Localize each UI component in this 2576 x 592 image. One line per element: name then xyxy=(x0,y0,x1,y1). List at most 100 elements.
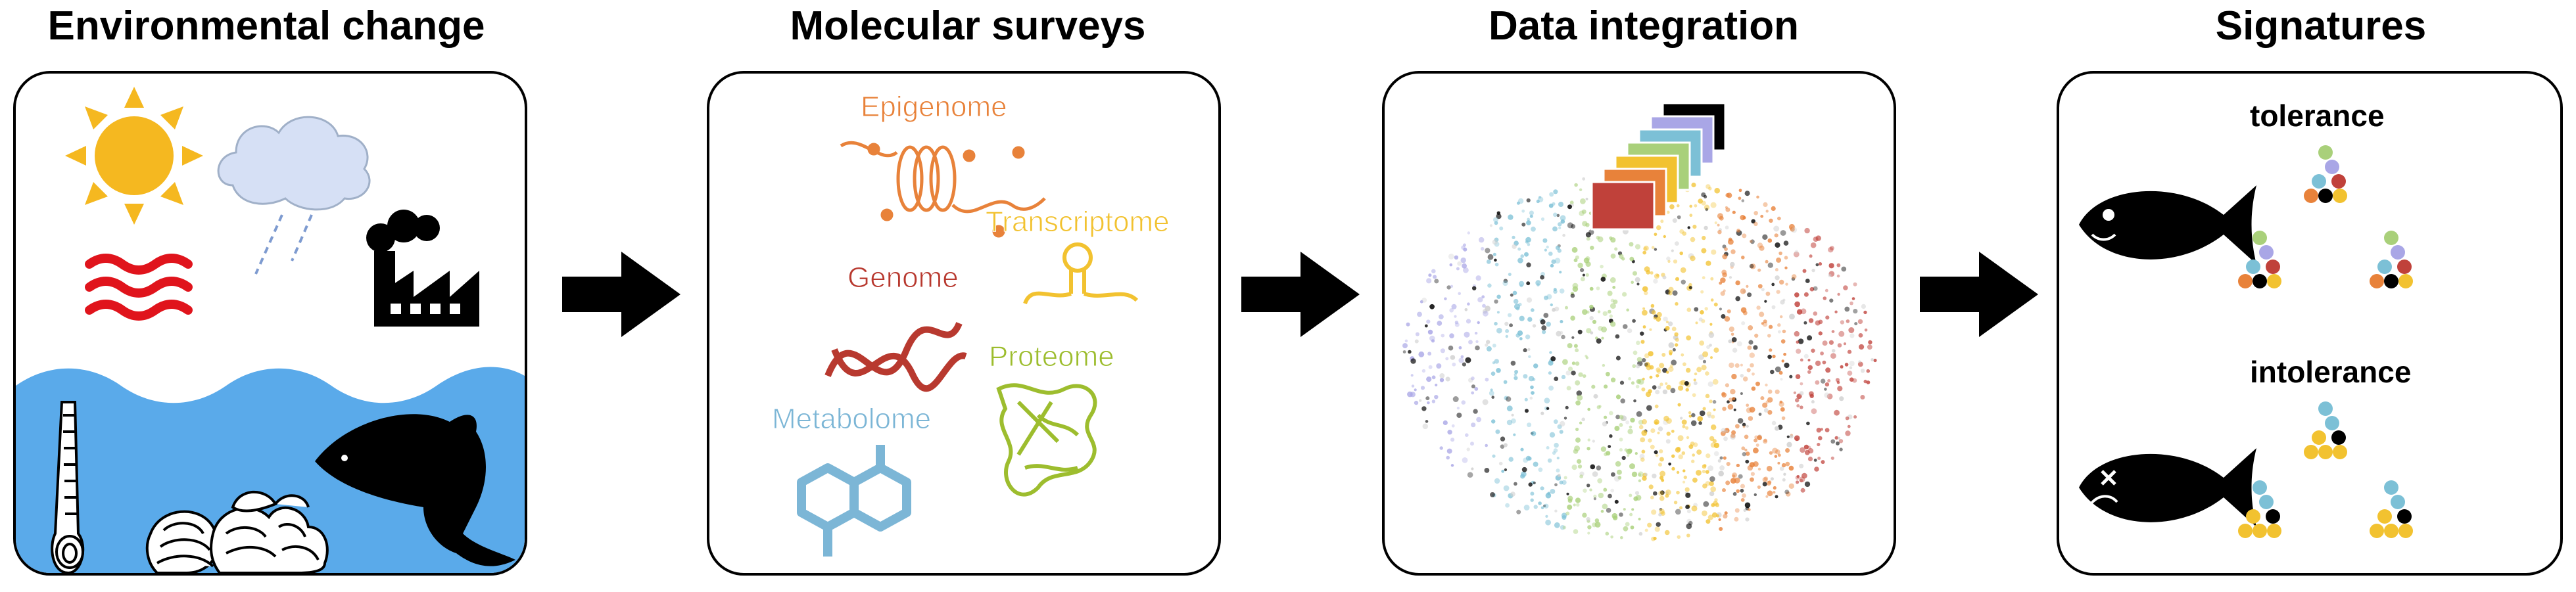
network-node xyxy=(1821,378,1826,384)
network-node xyxy=(1415,332,1419,336)
network-node xyxy=(1665,490,1671,495)
network-node xyxy=(1723,514,1728,519)
network-node xyxy=(1811,268,1815,273)
rain-cloud-icon xyxy=(217,116,371,275)
network-node xyxy=(1660,219,1664,223)
molecular-surveys-panel: Epigenome Transcriptome Genome xyxy=(707,71,1221,576)
network-node xyxy=(1528,376,1535,382)
network-node xyxy=(1735,424,1740,429)
network-node xyxy=(1663,415,1669,422)
network-node xyxy=(1471,391,1475,395)
network-node xyxy=(1597,478,1603,484)
network-node xyxy=(1807,365,1813,371)
network-node xyxy=(1571,246,1578,253)
network-node xyxy=(1836,441,1840,445)
network-node xyxy=(1728,339,1732,344)
network-node xyxy=(1449,263,1453,267)
network-node xyxy=(1676,490,1680,495)
signature-node xyxy=(2267,274,2281,288)
network-node xyxy=(1760,396,1765,400)
network-node xyxy=(1479,237,1485,243)
network-node xyxy=(1616,469,1622,475)
network-node xyxy=(1719,456,1723,460)
network-node xyxy=(1482,304,1486,308)
network-node xyxy=(1691,182,1696,188)
network-node xyxy=(1636,357,1642,362)
network-node xyxy=(1467,231,1470,235)
network-node xyxy=(1839,447,1843,451)
network-node xyxy=(1439,314,1444,319)
network-node xyxy=(1632,364,1636,369)
network-node xyxy=(1711,424,1717,430)
network-node xyxy=(1431,269,1436,274)
network-node xyxy=(1799,463,1804,468)
network-node xyxy=(1730,249,1736,254)
network-node xyxy=(1794,435,1800,442)
network-node xyxy=(1780,407,1785,412)
network-node xyxy=(1648,438,1652,443)
network-node xyxy=(1553,189,1558,194)
network-node xyxy=(1728,237,1732,242)
signature-node xyxy=(2398,274,2413,288)
network-node xyxy=(1775,449,1780,455)
network-node xyxy=(1514,482,1517,486)
network-node xyxy=(1525,334,1531,340)
network-node xyxy=(1749,263,1754,269)
network-node xyxy=(1789,375,1793,378)
network-node xyxy=(1671,430,1675,433)
network-node xyxy=(1673,259,1678,264)
network-node xyxy=(1631,281,1634,285)
network-node xyxy=(1809,286,1815,292)
network-node xyxy=(1803,321,1807,325)
network-node xyxy=(1828,247,1834,253)
network-node xyxy=(1783,240,1789,246)
signature-node xyxy=(2398,524,2413,538)
network-node xyxy=(1570,293,1575,298)
network-node xyxy=(1789,313,1795,320)
network-node xyxy=(1807,456,1813,462)
network-node xyxy=(1813,286,1818,291)
network-node xyxy=(1460,257,1466,263)
network-node xyxy=(1847,350,1852,354)
network-node xyxy=(1777,216,1781,221)
network-node xyxy=(1508,214,1514,220)
network-node xyxy=(1434,395,1439,399)
network-node xyxy=(1511,413,1514,417)
network-node xyxy=(1732,210,1736,214)
network-node xyxy=(1795,476,1800,480)
network-node xyxy=(1712,378,1719,385)
network-node xyxy=(1627,328,1633,334)
network-node xyxy=(1454,321,1459,325)
network-node xyxy=(1590,331,1594,334)
network-node xyxy=(1688,411,1692,415)
network-node xyxy=(1562,526,1567,530)
network-node xyxy=(1681,279,1686,285)
network-node xyxy=(1646,365,1652,371)
network-node xyxy=(1710,486,1716,492)
network-node xyxy=(1702,483,1707,489)
network-node xyxy=(1669,204,1675,210)
network-node xyxy=(1486,340,1491,344)
network-node xyxy=(1692,225,1697,229)
network-node xyxy=(1849,366,1853,369)
network-node xyxy=(1619,512,1623,517)
sun-icon xyxy=(65,87,203,225)
network-node xyxy=(1794,292,1800,298)
network-node xyxy=(1596,465,1602,470)
network-node xyxy=(1738,196,1742,200)
network-node xyxy=(1765,383,1768,387)
network-node xyxy=(1540,319,1546,325)
network-node xyxy=(1834,310,1838,313)
network-node xyxy=(1484,468,1490,473)
network-node xyxy=(1610,377,1616,382)
network-node xyxy=(1487,283,1492,288)
network-node xyxy=(1741,199,1745,202)
network-node xyxy=(1606,507,1611,513)
network-node xyxy=(1638,479,1642,482)
network-node xyxy=(1633,271,1637,276)
network-node xyxy=(1711,415,1715,419)
network-node xyxy=(1666,210,1670,214)
signature-node xyxy=(2318,145,2333,160)
network-node xyxy=(1864,329,1868,332)
network-node xyxy=(1445,357,1449,361)
